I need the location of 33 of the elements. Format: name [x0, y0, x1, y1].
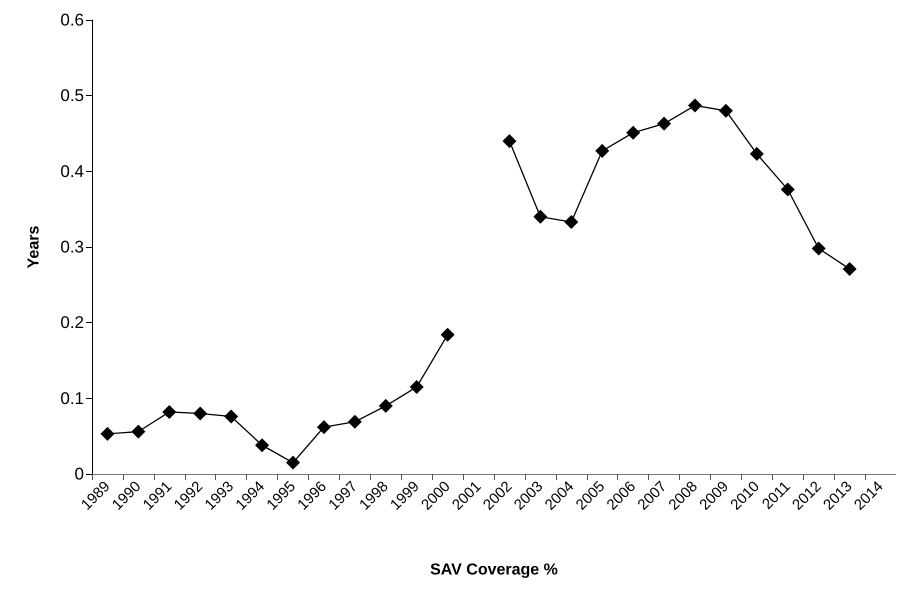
point	[286, 456, 300, 470]
point	[564, 215, 578, 230]
point	[378, 398, 393, 413]
y-axis-title: Years	[26, 226, 42, 268]
point	[780, 182, 795, 196]
point	[410, 380, 424, 394]
point	[533, 210, 548, 224]
point	[718, 104, 733, 118]
point	[626, 126, 640, 140]
y-tick-label: 0.3	[60, 238, 84, 256]
point	[440, 328, 455, 342]
point	[657, 116, 672, 131]
y-tick-label: 0	[74, 464, 84, 484]
point	[750, 146, 764, 161]
point	[502, 134, 516, 148]
y-tick-label: 0.5	[60, 86, 84, 106]
y-tick-label: 0.1	[60, 388, 84, 408]
y-tick-label: 0.2	[60, 313, 84, 332]
y-tick-label: 0.4	[60, 162, 84, 181]
point	[812, 242, 826, 256]
point	[100, 426, 114, 441]
point	[316, 420, 331, 434]
point	[162, 404, 176, 419]
point	[842, 262, 857, 276]
point	[193, 406, 208, 420]
point	[595, 144, 610, 158]
point	[348, 414, 362, 429]
x-axis-title: SAV Coverage %	[430, 562, 558, 578]
point	[688, 98, 702, 113]
point	[224, 409, 238, 424]
y-tick-label: 0.6	[60, 10, 84, 30]
point	[255, 438, 270, 452]
point	[131, 424, 146, 439]
